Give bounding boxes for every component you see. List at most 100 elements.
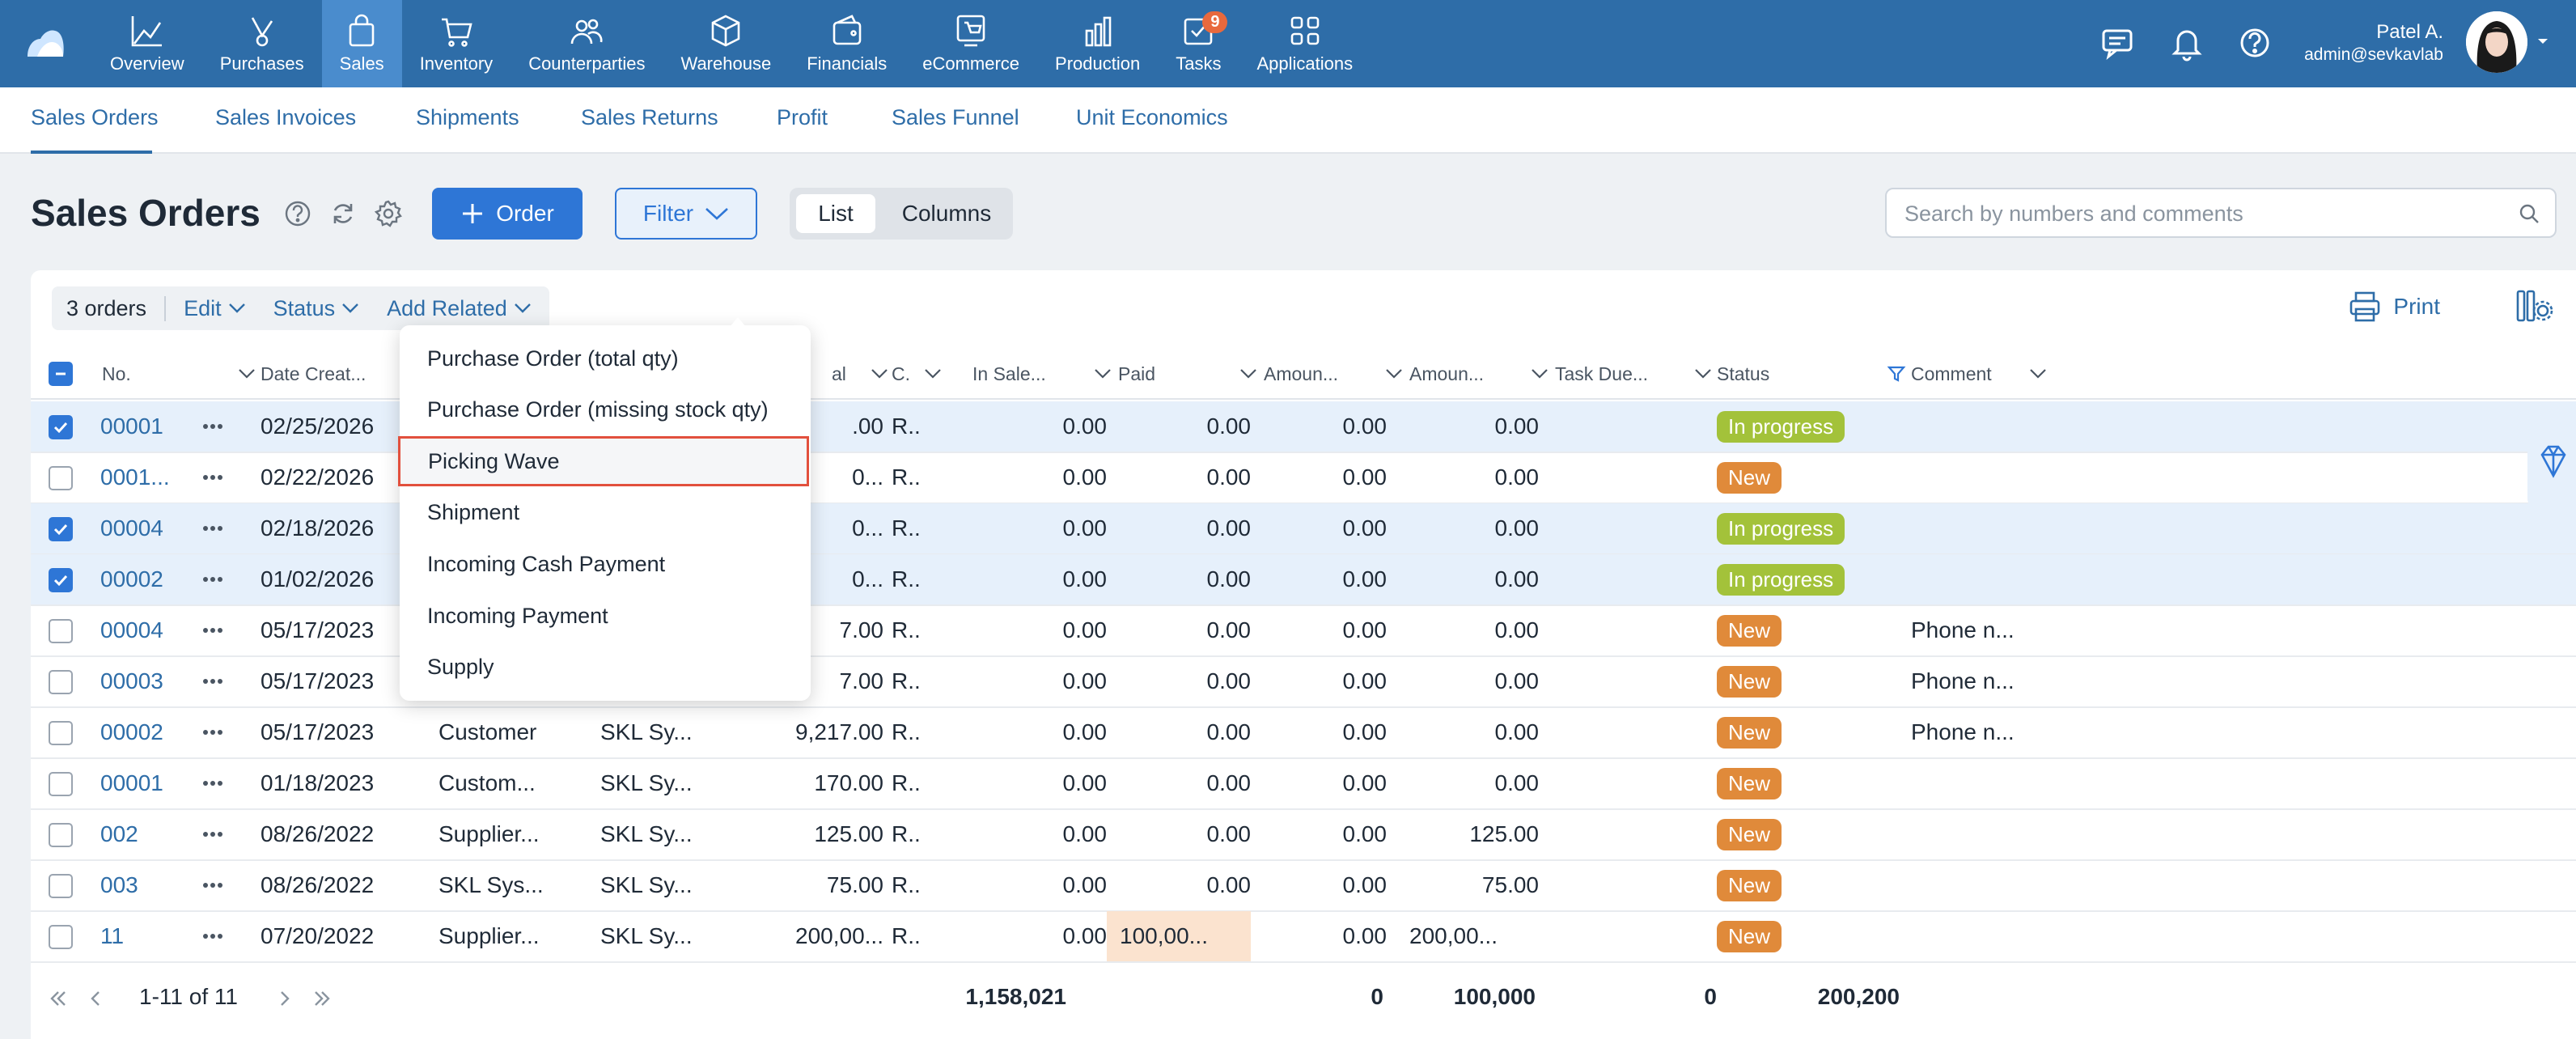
refresh-icon[interactable] xyxy=(328,199,358,228)
menu-item-purchase-order-total-qty[interactable]: Purchase Order (total qty) xyxy=(427,346,679,371)
side-panel-tab[interactable] xyxy=(2527,413,2576,510)
order-number-link[interactable]: 00004 xyxy=(100,515,163,541)
order-number-link[interactable]: 00001 xyxy=(100,770,163,795)
row-checkbox[interactable] xyxy=(49,619,73,643)
menu-item-incoming-payment[interactable]: Incoming Payment xyxy=(427,603,608,628)
more-actions-icon[interactable] xyxy=(201,569,225,590)
table-row[interactable]: 00002 05/17/2023 Customer SKL Sy... 9,217.00… xyxy=(31,707,2576,759)
user-name[interactable]: Patel A. xyxy=(2376,21,2443,43)
tab-sales-funnel[interactable]: Sales Funnel xyxy=(892,105,1019,129)
order-number-link[interactable]: 00002 xyxy=(100,566,163,592)
nav-item-warehouse[interactable]: Warehouse xyxy=(663,0,790,87)
status-badge[interactable]: New xyxy=(1717,869,1782,901)
menu-item-shipment[interactable]: Shipment xyxy=(427,500,520,525)
nav-item-production[interactable]: Production xyxy=(1037,0,1158,87)
status-badge[interactable]: New xyxy=(1717,920,1782,952)
more-actions-icon[interactable] xyxy=(201,722,225,743)
status-badge[interactable]: New xyxy=(1717,461,1782,494)
print-button[interactable]: Print xyxy=(2348,290,2440,324)
nav-item-counterparties[interactable]: Counterparties xyxy=(511,0,663,87)
column-header-status[interactable]: Status xyxy=(1717,348,1911,400)
order-number-link[interactable]: 00004 xyxy=(100,617,163,642)
tab-sales-returns[interactable]: Sales Returns xyxy=(581,105,718,129)
status-badge[interactable]: New xyxy=(1717,716,1782,749)
column-header-in-sale[interactable]: In Sale... xyxy=(972,348,1118,400)
next-page-icon[interactable] xyxy=(273,987,296,1010)
order-number-link[interactable]: 11 xyxy=(100,923,125,948)
nav-item-financials[interactable]: Financials xyxy=(789,0,905,87)
edit-button[interactable]: Edit xyxy=(184,296,246,321)
chat-icon[interactable] xyxy=(2099,24,2136,61)
row-checkbox[interactable] xyxy=(49,925,73,949)
status-badge[interactable]: In progress xyxy=(1717,512,1845,545)
select-all-checkbox[interactable] xyxy=(49,362,73,386)
nav-item-purchases[interactable]: Purchases xyxy=(202,0,322,87)
table-row[interactable]: 003 08/26/2022 SKL Sys... SKL Sy... 75.00 R..… xyxy=(31,860,2576,912)
nav-item-applications[interactable]: Applications xyxy=(1239,0,1371,87)
more-actions-icon[interactable] xyxy=(201,824,225,845)
user-email[interactable]: admin@sevkavlab xyxy=(2304,45,2443,64)
menu-item-purchase-order-missing-stock-qty[interactable]: Purchase Order (missing stock qty) xyxy=(427,397,769,422)
row-checkbox[interactable] xyxy=(49,517,73,541)
app-logo-icon[interactable] xyxy=(23,21,68,66)
status-badge[interactable]: In progress xyxy=(1717,410,1845,443)
status-badge[interactable]: New xyxy=(1717,665,1782,698)
column-header-number[interactable]: No. xyxy=(102,348,264,400)
view-list-button[interactable]: List xyxy=(796,194,875,233)
table-row[interactable]: 002 08/26/2022 Supplier... SKL Sy... 125.00 R… xyxy=(31,809,2576,861)
help-icon[interactable] xyxy=(2236,24,2273,61)
nav-item-overview[interactable]: Overview xyxy=(92,0,202,87)
filter-funnel-icon[interactable] xyxy=(1887,364,1906,384)
column-header-comment[interactable]: Comment xyxy=(1911,348,2073,400)
tab-shipments[interactable]: Shipments xyxy=(416,105,519,129)
status-badge[interactable]: New xyxy=(1717,767,1782,799)
more-actions-icon[interactable] xyxy=(201,773,225,794)
column-header-currency[interactable]: C. xyxy=(892,348,956,400)
tab-sales-invoices[interactable]: Sales Invoices xyxy=(215,105,357,129)
table-row[interactable]: 00003 05/17/2023 7.00 R.. 0.00 0.00 0.00 0.00 Ne… xyxy=(31,656,2576,708)
row-checkbox[interactable] xyxy=(49,415,73,439)
more-actions-icon[interactable] xyxy=(201,926,225,947)
menu-item-incoming-cash-payment[interactable]: Incoming Cash Payment xyxy=(427,551,666,576)
row-checkbox[interactable] xyxy=(49,466,73,490)
column-header-amount-2[interactable]: Amoun... xyxy=(1409,348,1555,400)
help-icon[interactable] xyxy=(283,199,312,228)
nav-item-sales[interactable]: Sales xyxy=(321,0,402,87)
column-header-amount-1[interactable]: Amoun... xyxy=(1264,348,1409,400)
nav-item-ecommerce[interactable]: eCommerce xyxy=(905,0,1037,87)
order-number-link[interactable]: 00002 xyxy=(100,719,163,744)
order-number-link[interactable]: 00003 xyxy=(100,668,163,693)
row-checkbox[interactable] xyxy=(49,721,73,745)
more-actions-icon[interactable] xyxy=(201,416,225,437)
search-icon[interactable] xyxy=(2518,202,2540,225)
view-columns-button[interactable]: Columns xyxy=(901,201,992,226)
nav-item-inventory[interactable]: Inventory xyxy=(402,0,511,87)
more-actions-icon[interactable] xyxy=(201,875,225,896)
more-actions-icon[interactable] xyxy=(201,671,225,692)
table-row[interactable]: 00001 01/18/2023 Custom... SKL Sy... 170.00 R… xyxy=(31,758,2576,810)
more-actions-icon[interactable] xyxy=(201,467,225,488)
tab-unit-economics[interactable]: Unit Economics xyxy=(1076,105,1228,129)
tab-sales-orders[interactable]: Sales Orders xyxy=(31,105,159,129)
status-button[interactable]: Status xyxy=(273,296,360,321)
row-checkbox[interactable] xyxy=(49,874,73,898)
more-actions-icon[interactable] xyxy=(201,518,225,539)
order-number-link[interactable]: 003 xyxy=(100,872,138,897)
column-header-paid[interactable]: Paid xyxy=(1118,348,1264,400)
menu-item-picking-wave[interactable]: Picking Wave xyxy=(398,436,809,487)
bell-icon[interactable] xyxy=(2168,24,2205,61)
row-checkbox[interactable] xyxy=(49,670,73,694)
status-badge[interactable]: New xyxy=(1717,818,1782,850)
add-order-button[interactable]: Order xyxy=(432,188,583,240)
avatar[interactable] xyxy=(2466,11,2527,73)
tab-profit[interactable]: Profit xyxy=(777,105,828,129)
chevron-down-icon[interactable] xyxy=(2537,37,2548,45)
last-page-icon[interactable] xyxy=(311,987,333,1010)
row-checkbox[interactable] xyxy=(49,772,73,796)
column-header-task-due[interactable]: Task Due... xyxy=(1555,348,1717,400)
column-settings-icon[interactable] xyxy=(2515,286,2553,325)
row-checkbox[interactable] xyxy=(49,823,73,847)
order-number-link[interactable]: 002 xyxy=(100,821,138,846)
table-row[interactable]: 00004 05/17/2023 7.00 R.. 0.00 0.00 0.00 0.00 Ne… xyxy=(31,605,2576,657)
add-related-button[interactable]: Add Related xyxy=(387,296,532,321)
